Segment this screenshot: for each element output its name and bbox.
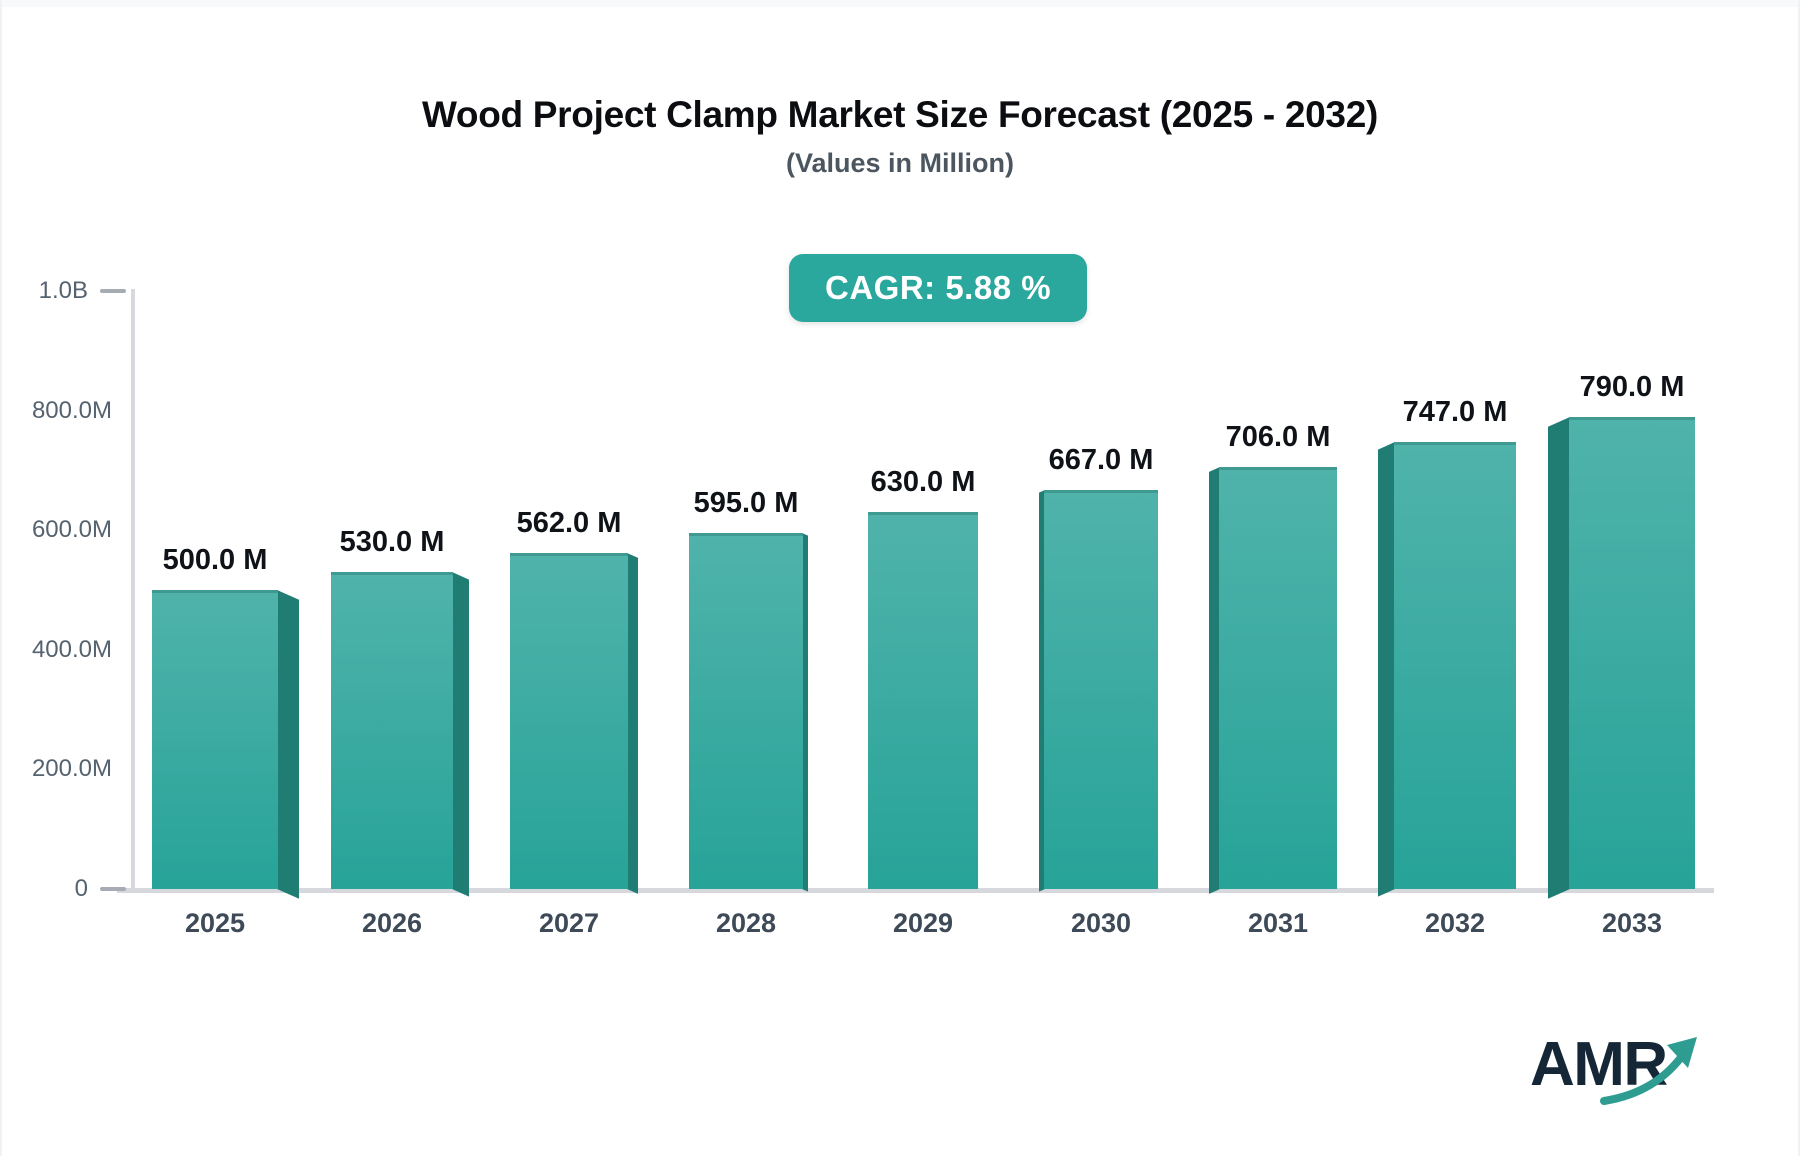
- y-axis-tick: 800.0M: [32, 397, 126, 425]
- bar-side-face: [277, 590, 299, 899]
- bar-value-label: 790.0 M: [1579, 371, 1685, 403]
- chart-title: Wood Project Clamp Market Size Forecast …: [421, 94, 1379, 135]
- y-axis-tick-label: 200.0M: [31, 755, 112, 783]
- x-axis-label: 2027: [538, 908, 600, 938]
- y-axis-tick: 200.0M: [32, 755, 126, 783]
- x-axis-label: 2032: [1424, 908, 1486, 938]
- bar-value-label: 667.0 M: [1048, 444, 1154, 476]
- bar-value-label: 530.0 M: [339, 526, 445, 558]
- x-axis-label: 2030: [1070, 908, 1132, 938]
- y-axis-tick-label: 0: [74, 875, 88, 902]
- bar: [1394, 442, 1516, 889]
- x-axis-label: 2031: [1247, 908, 1309, 938]
- bar: [1044, 490, 1158, 889]
- trend-up-arrow-icon: [1600, 1037, 1697, 1105]
- frame-top-strip: [2, 0, 1798, 7]
- bar: [689, 533, 803, 889]
- y-axis-tick: 1.0B: [39, 277, 126, 305]
- y-axis-tick-label: 800.0M: [31, 396, 112, 424]
- bar: [152, 590, 278, 889]
- y-axis-tick: 600.0M: [32, 516, 126, 544]
- y-axis-tick-dash: [100, 289, 126, 293]
- x-axis-label: 2028: [715, 908, 777, 938]
- y-axis-tick-label: 400.0M: [31, 635, 112, 663]
- bar-value-label: 595.0 M: [693, 487, 799, 519]
- bar: [1219, 467, 1337, 889]
- bar: [510, 553, 628, 889]
- y-axis-tick-label: 600.0M: [31, 516, 112, 544]
- bar-value-label: 630.0 M: [870, 466, 976, 498]
- bar: [868, 512, 978, 889]
- y-axis-tick-label: 1.0B: [38, 277, 88, 304]
- bar-value-label: 500.0 M: [162, 544, 268, 576]
- cagr-badge: CAGR: 5.88 %: [789, 254, 1088, 322]
- y-axis-line: [131, 289, 135, 893]
- bar-value-label: 747.0 M: [1402, 396, 1508, 428]
- x-axis-label: 2026: [361, 908, 423, 938]
- y-axis-tick: 400.0M: [32, 636, 126, 664]
- chart-subtitle: (Values in Million): [785, 148, 1015, 178]
- x-axis-label: 2029: [892, 908, 954, 938]
- bar-side-face: [1548, 417, 1570, 899]
- x-axis-label: 2033: [1601, 908, 1663, 938]
- bar: [1569, 417, 1695, 889]
- x-axis-line: [117, 888, 1714, 893]
- bar-side-face: [627, 553, 638, 894]
- bar-value-label: 562.0 M: [516, 507, 622, 539]
- x-axis-label: 2025: [184, 908, 246, 938]
- bar-value-label: 706.0 M: [1225, 421, 1331, 453]
- amr-logo: AMR: [1530, 1025, 1790, 1120]
- y-axis-tick-dash: [100, 887, 126, 891]
- y-axis-tick: 0: [75, 875, 126, 903]
- bar: [331, 572, 453, 889]
- bar-side-face: [1378, 442, 1395, 897]
- bar-side-face: [452, 572, 469, 897]
